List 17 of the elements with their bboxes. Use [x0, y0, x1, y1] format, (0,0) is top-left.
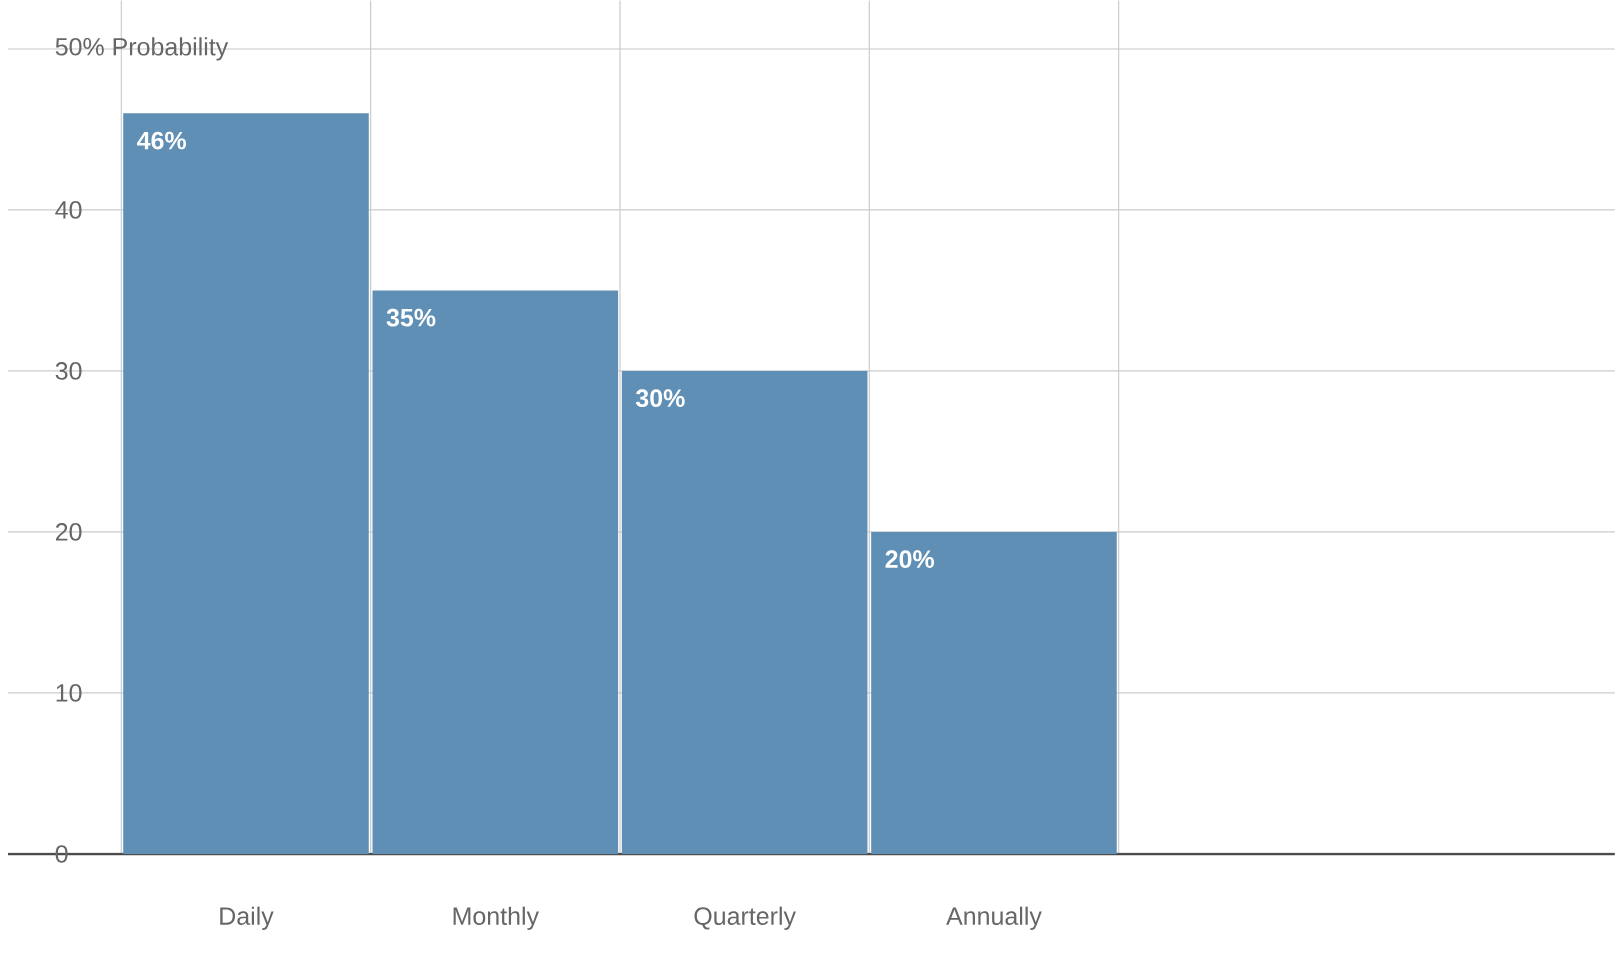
y-tick-label: 10	[56, 684, 82, 702]
bar	[372, 290, 619, 855]
y-tick-label: 30	[55, 362, 82, 380]
bar	[621, 370, 868, 855]
x-tick-label: Annually	[946, 906, 1042, 930]
x-tick-label: Monthly	[453, 906, 539, 930]
data-label: 30%	[635, 389, 685, 408]
x-tick-label: Quarterly	[694, 906, 796, 930]
bar	[123, 113, 369, 855]
y-tick-label: 20	[55, 523, 82, 541]
bar	[871, 532, 1117, 855]
x-tick-label: Daily	[220, 906, 274, 930]
y-tick-label: 40	[55, 201, 82, 219]
data-label: 35%	[386, 308, 436, 327]
data-label: 46%	[137, 131, 187, 150]
y-tick-label: 50% Probability	[55, 37, 229, 61]
data-label: 20%	[885, 550, 935, 569]
